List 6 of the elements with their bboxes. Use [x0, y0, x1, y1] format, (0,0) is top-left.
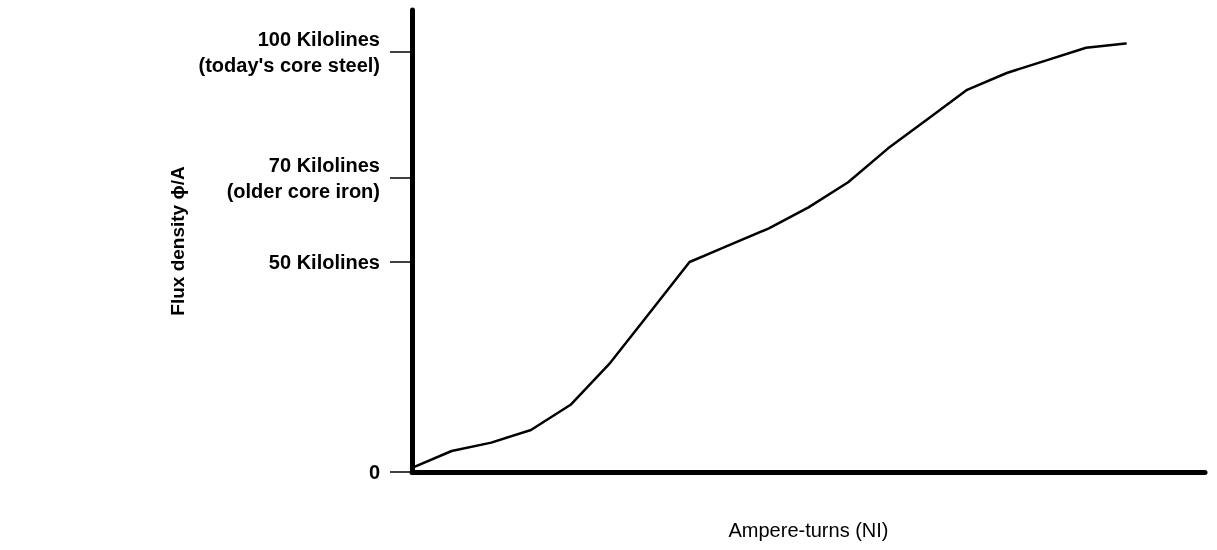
y-tick-label: 70 Kilolines (older core iron): [226, 154, 380, 202]
y-tick-label: 0: [368, 461, 380, 483]
y-tick-label: 100 Kilolines (today's core steel): [198, 28, 380, 76]
y-axis-title: Flux density ϕ/A: [167, 166, 188, 316]
y-tick-label: 50 Kilolines: [268, 251, 380, 273]
x-axis-title: Ampere-turns (NI): [728, 519, 889, 541]
